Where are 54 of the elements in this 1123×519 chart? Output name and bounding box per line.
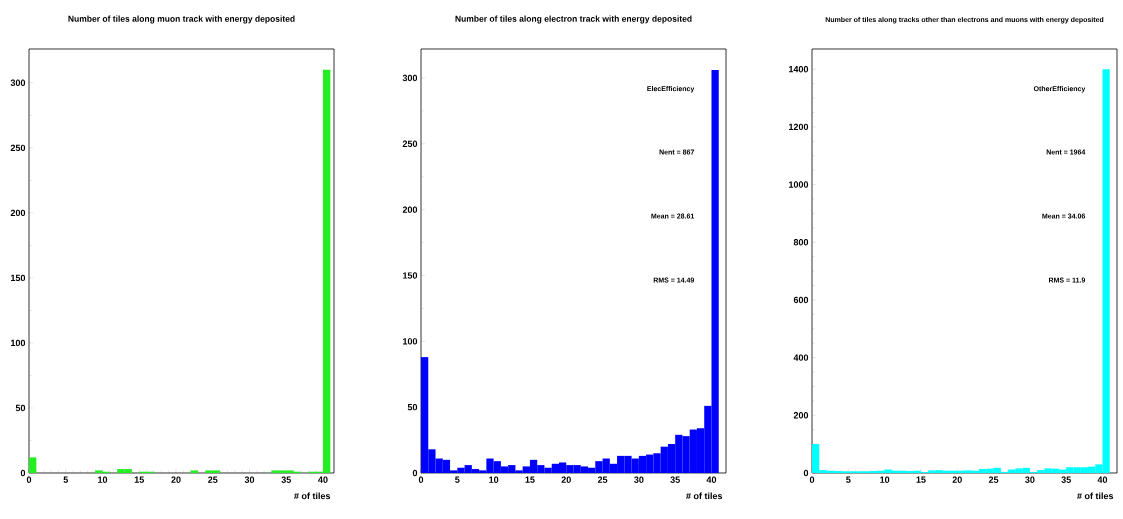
x-tick-label: 40 (706, 476, 717, 483)
y-tick-label: 1400 (789, 65, 809, 73)
y-tick-label: 50 (407, 403, 418, 411)
x-tick-label: 0 (418, 476, 424, 483)
x-axis-title: # of tiles (1077, 492, 1114, 500)
y-tick-label: 300 (402, 74, 418, 82)
y-tick-label: 300 (10, 79, 26, 86)
y-tick-label: 50 (15, 404, 26, 412)
y-tick-label: 100 (11, 339, 26, 347)
x-axis-title: # of tiles (686, 492, 723, 500)
x-tick-label: 15 (916, 476, 926, 483)
x-tick-label: 25 (597, 476, 608, 483)
chart-title: Number of tiles along muon track with energy deposited (68, 15, 295, 24)
x-tick-label: 10 (489, 476, 499, 483)
x-tick-label: 5 (846, 476, 851, 483)
y-tick-label: 800 (793, 239, 809, 246)
y-tick-label: 200 (10, 209, 26, 217)
x-tick-label: 5 (455, 476, 460, 483)
x-tick-label: 15 (134, 476, 144, 483)
y-tick-label: 200 (793, 412, 809, 419)
x-tick-label: 35 (670, 476, 680, 483)
x-tick-label: 40 (318, 476, 328, 483)
y-tick-label: 1000 (789, 181, 809, 188)
x-tick-label: 30 (244, 476, 255, 483)
x-tick-label: 30 (634, 476, 644, 483)
x-tick-label: 35 (281, 476, 291, 483)
x-tick-label: 20 (561, 476, 571, 483)
y-tick-label: 0 (412, 469, 418, 477)
y-tick-label: 600 (793, 296, 809, 304)
y-tick-label: 150 (403, 272, 418, 279)
x-tick-label: 10 (98, 476, 108, 483)
y-tick-label: 250 (402, 140, 418, 147)
y-tick-label: 150 (11, 274, 26, 282)
x-tick-label: 35 (1061, 476, 1071, 483)
y-tick-label: 0 (803, 469, 809, 477)
x-tick-label: 40 (1097, 476, 1108, 483)
y-tick-label: 250 (10, 144, 26, 152)
x-tick-label: 20 (171, 476, 181, 483)
x-tick-label: 0 (809, 476, 815, 483)
chart-title: Number of tiles along electron track with energy deposited (455, 15, 692, 24)
x-tick-label: 0 (26, 476, 32, 483)
y-tick-label: 0 (20, 469, 26, 477)
x-tick-label: 20 (952, 476, 962, 483)
x-tick-label: 25 (988, 476, 999, 483)
x-tick-label: 10 (880, 476, 890, 483)
x-tick-label: 30 (1025, 476, 1035, 483)
y-tick-label: 400 (793, 354, 809, 361)
y-tick-label: 200 (402, 206, 418, 213)
y-tick-label: 1200 (789, 123, 809, 131)
x-axis-title: # of tiles (294, 492, 331, 500)
x-tick-label: 5 (63, 476, 68, 483)
y-tick-label: 100 (403, 338, 418, 345)
x-tick-label: 25 (208, 476, 218, 483)
x-tick-label: 15 (525, 476, 535, 483)
